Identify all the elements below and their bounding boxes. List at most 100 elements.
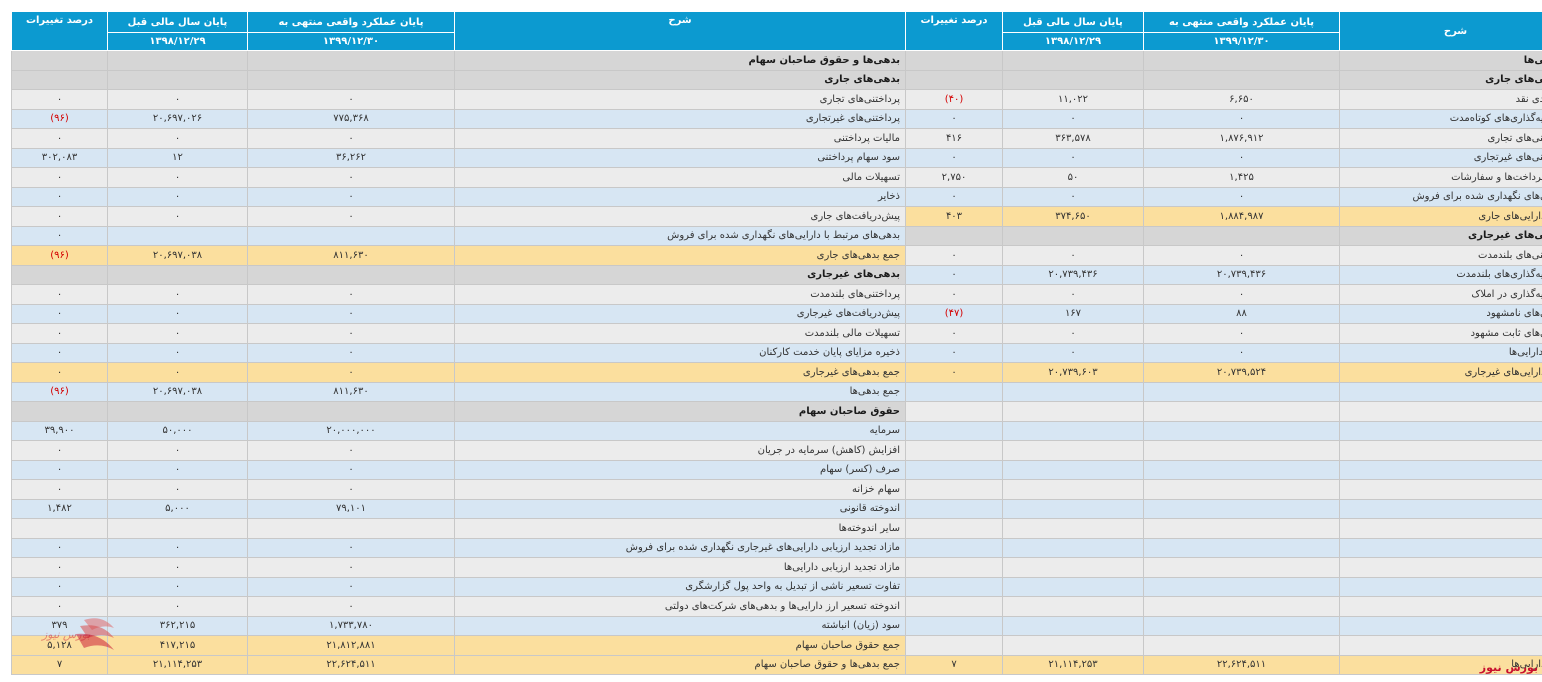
liab-current-value: ۷۷۵,۳۶۸	[247, 108, 455, 129]
liab-change-percent: ۳۷۹	[11, 615, 108, 636]
table-row: سرمایه‌گذاری‌های بلندمدت۲۰,۷۳۹,۴۳۶۲۰,۷۳۹…	[11, 264, 1542, 285]
assets-empty-cell	[1339, 381, 1542, 402]
assets-previous-value: ۱۶۷	[1002, 303, 1144, 324]
assets-empty-cell	[905, 440, 1003, 461]
assets-empty-cell	[1002, 479, 1144, 500]
liab-empty-cell	[11, 50, 108, 71]
table-row: سهام خزانه ۰ ۰ ۰	[11, 479, 1542, 500]
assets-previous-value: ۲۰,۷۳۹,۴۳۶	[1002, 264, 1144, 285]
liab-previous-value: ۰	[107, 284, 248, 305]
table-row: دارایی‌های نامشهود۸۸۱۶۷(۴۷)پیش‌دریافت‌ها…	[11, 303, 1542, 324]
assets-current-value: ۸۸	[1143, 303, 1340, 324]
liab-row-label: جمع بدهی‌های غیرجاری	[454, 362, 906, 383]
liab-row-label: بدهی‌های مرتبط با دارایی‌های نگهداری شده…	[454, 225, 906, 246]
assets-row-label: پیش پرداخت‌ها و سفارشات	[1339, 167, 1542, 188]
assets-empty-cell	[1143, 498, 1340, 519]
liab-row-label: پیش‌دریافت‌های جاری	[454, 206, 906, 227]
assets-row-label: جمع دارایی‌های جاری	[1339, 206, 1542, 227]
liab-previous-value: ۵۰,۰۰۰	[107, 420, 248, 441]
assets-empty-cell	[1143, 537, 1340, 558]
assets-previous-value: ۰	[1002, 323, 1144, 344]
assets-empty-cell	[1002, 440, 1144, 461]
assets-empty-cell	[1339, 518, 1542, 539]
assets-empty-cell	[1339, 537, 1542, 558]
liab-change-percent	[11, 518, 108, 539]
assets-change-percent: ۰	[905, 108, 1003, 129]
liab-row-label: پرداختنی‌های تجاری	[454, 89, 906, 110]
assets-previous-value: ۱۱,۰۲۲	[1002, 89, 1144, 110]
assets-empty-cell	[1339, 576, 1542, 597]
liab-previous-value: ۰	[107, 303, 248, 324]
liab-change-percent: ۱,۴۸۲	[11, 498, 108, 519]
liab-previous-value: ۰	[107, 557, 248, 578]
table-row: دارایی‌های جاری بدهی‌های جاری	[11, 69, 1542, 90]
liab-change-percent: ۰	[11, 459, 108, 480]
assets-change-percent: ۰	[905, 147, 1003, 168]
liab-current-value: ۳۶,۲۶۲	[247, 147, 455, 168]
table-row: تفاوت تسعیر ناشی از تبدیل به واحد پول گز…	[11, 576, 1542, 597]
assets-empty-cell	[1002, 498, 1144, 519]
assets-empty-cell	[1002, 576, 1144, 597]
table-row: مازاد تجدید ارزیابی دارایی‌ها ۰ ۰ ۰	[11, 557, 1542, 578]
assets-current-value: ۰	[1143, 342, 1340, 363]
brand-logo-text: بورس نیوز	[1479, 661, 1538, 674]
assets-empty-cell	[905, 69, 1003, 90]
assets-previous-value: ۰	[1002, 108, 1144, 129]
table-row: پیش پرداخت‌ها و سفارشات۱,۴۲۵۵۰۲,۷۵۰تسهیل…	[11, 167, 1542, 188]
liab-previous-value: ۰	[107, 440, 248, 461]
table-row: دارایی‌ها بدهی‌ها و حقوق صاحبان سهام	[11, 50, 1542, 71]
liab-previous-header: پایان سال مالی قبل	[107, 11, 248, 33]
assets-empty-cell	[1339, 635, 1542, 656]
assets-empty-cell	[905, 596, 1003, 617]
table-row: جمع دارایی‌های غیرجاری۲۰,۷۳۹,۵۲۴۲۰,۷۳۹,۶…	[11, 362, 1542, 383]
liab-row-label: سایر اندوخته‌ها	[454, 518, 906, 539]
liab-current-value: ۰	[247, 576, 455, 597]
liab-change-percent: ۰	[11, 557, 108, 578]
liab-previous-date: ۱۳۹۸/۱۲/۲۹	[107, 32, 248, 51]
liab-previous-value: ۰	[107, 479, 248, 500]
liab-change-percent: ۰	[11, 323, 108, 344]
assets-row-label: سایر دارایی‌ها	[1339, 342, 1542, 363]
header-date-row: ۱۳۹۹/۱۲/۳۰ ۱۳۹۸/۱۲/۲۹ ۱۳۹۹/۱۲/۳۰ ۱۳۹۸/۱۲…	[12, 32, 1542, 51]
liab-previous-value: ۲۰,۶۹۷,۰۳۸	[107, 381, 248, 402]
liab-row-label: مالیات پرداختنی	[454, 128, 906, 149]
liab-current-value: ۰	[247, 596, 455, 617]
assets-empty-cell	[1339, 498, 1542, 519]
assets-empty-cell	[1002, 596, 1144, 617]
liab-change-percent: ۰	[11, 89, 108, 110]
assets-current-header: پایان عملکرد واقعی منتهی به	[1143, 11, 1340, 33]
assets-empty-cell	[1002, 401, 1144, 422]
liab-current-value: ۷۹,۱۰۱	[247, 498, 455, 519]
assets-row-label: دریافتنی‌های بلندمدت	[1339, 245, 1542, 266]
assets-previous-value: ۲۰,۷۳۹,۶۰۳	[1002, 362, 1144, 383]
liab-row-label: جمع حقوق صاحبان سهام	[454, 635, 906, 656]
liab-change-percent: ۰	[11, 303, 108, 324]
assets-empty-cell	[1143, 225, 1340, 246]
assets-current-value: ۰	[1143, 147, 1340, 168]
assets-change-percent: ۰	[905, 264, 1003, 285]
assets-empty-cell	[905, 459, 1003, 480]
assets-previous-value: ۰	[1002, 147, 1144, 168]
liab-change-percent: ۵,۱۲۸	[11, 635, 108, 656]
assets-row-label: موجودی نقد	[1339, 89, 1542, 110]
liab-previous-value: ۰	[107, 576, 248, 597]
liab-section-heading: بدهی‌ها و حقوق صاحبان سهام	[454, 50, 906, 71]
assets-previous-value: ۳۶۳,۵۷۸	[1002, 128, 1144, 149]
assets-empty-cell	[1002, 381, 1144, 402]
liab-change-percent: ۰	[11, 440, 108, 461]
assets-empty-cell	[905, 401, 1003, 422]
liab-previous-value	[107, 225, 248, 246]
balance-sheet-table: شرح پایان عملکرد واقعی منتهی به پایان سا…	[11, 11, 1542, 675]
liab-empty-cell	[247, 50, 455, 71]
assets-empty-cell	[905, 50, 1003, 71]
assets-empty-cell	[1143, 479, 1340, 500]
liab-change-percent: (۹۶)	[11, 245, 108, 266]
assets-empty-cell	[1143, 50, 1340, 71]
assets-empty-cell	[1143, 69, 1340, 90]
liab-previous-value: ۰	[107, 206, 248, 227]
liab-previous-value: ۰	[107, 459, 248, 480]
liab-current-value: ۰	[247, 167, 455, 188]
liab-empty-cell	[11, 264, 108, 285]
